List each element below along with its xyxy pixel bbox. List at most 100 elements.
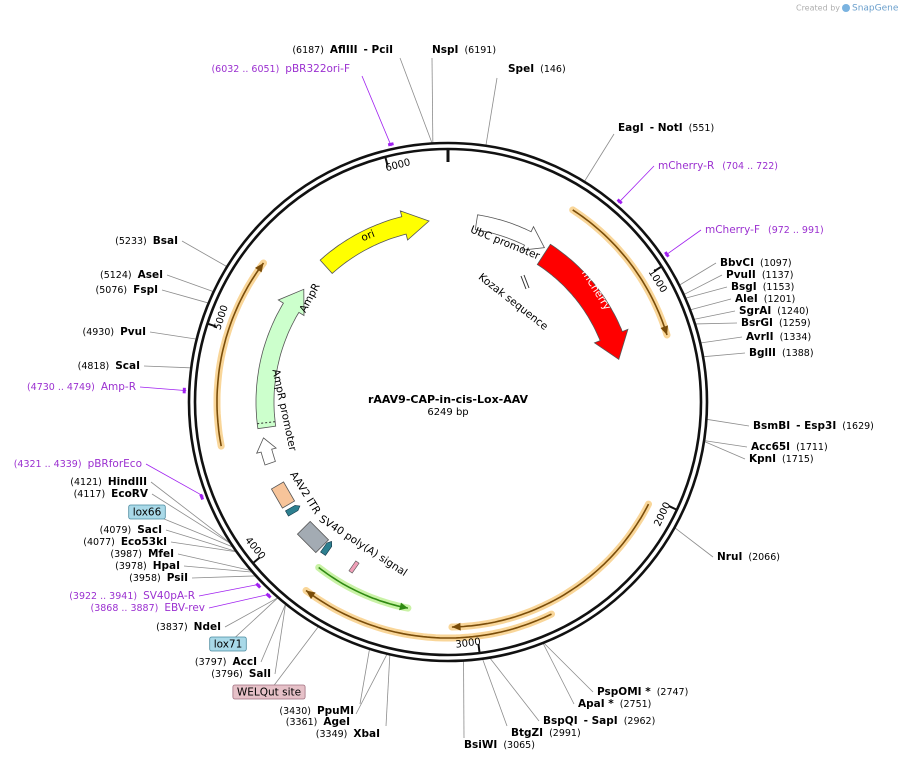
- site-leader: [544, 643, 594, 693]
- orf-line: [572, 209, 668, 336]
- site-label: (5233) BsaI: [115, 235, 178, 247]
- primer-label: (4730 .. 4749) Amp-R: [27, 381, 136, 393]
- enzyme-name: EcoRV: [111, 488, 149, 500]
- site-leader: [191, 575, 255, 579]
- tick-mark: [384, 157, 389, 166]
- site-position: (5233): [115, 236, 147, 247]
- enzyme-name: HindIII: [108, 476, 147, 488]
- enzyme-name: PvuI: [120, 326, 146, 338]
- enzyme-name: BsrGI: [741, 317, 773, 329]
- primer-range: (704 .. 722): [722, 161, 778, 172]
- enzyme-name: PsiI: [167, 572, 188, 584]
- enzyme-name: - Esp3I: [796, 420, 836, 432]
- feature-arrow: [319, 210, 430, 274]
- site-leader: [675, 527, 714, 558]
- feature-box-label: WELQut site: [237, 687, 301, 699]
- tick-mark: [208, 322, 217, 328]
- site-leader: [143, 365, 191, 369]
- site-label: NruI (2066): [717, 551, 780, 563]
- feature-arrow: [256, 437, 277, 466]
- site-label: (3837) NdeI: [156, 621, 221, 633]
- site-position: (4121): [70, 477, 102, 488]
- site-position: (146): [540, 64, 566, 75]
- site-leader: [684, 274, 723, 295]
- enzyme-name: - SapI: [584, 715, 618, 727]
- tick-label: 3000: [455, 637, 482, 651]
- primer-leader: [361, 75, 392, 147]
- primer-name: Amp-R: [101, 381, 136, 393]
- enzyme-name: NruI: [717, 551, 742, 563]
- site-leader: [385, 655, 391, 727]
- site-label: (4077) Eco53kI: [83, 536, 167, 548]
- feature-box: [232, 684, 306, 700]
- site-leader: [694, 310, 736, 320]
- site-label: SgrAI (1240): [739, 305, 809, 317]
- site-label: AvrII (1334): [746, 331, 811, 343]
- enzyme-name: SpeI: [508, 63, 534, 75]
- primer-name: EBV-rev: [164, 602, 205, 614]
- enzyme-name: PvuII: [726, 269, 756, 281]
- orf-head: [255, 263, 264, 273]
- orf-line: [318, 566, 409, 609]
- site-position: (2066): [748, 552, 780, 563]
- site-leader: [161, 289, 208, 304]
- site-leader: [679, 262, 717, 286]
- primer-label: (3922 .. 3941) SV40pA-R: [69, 590, 195, 602]
- feature-arrow: [536, 243, 629, 361]
- primer-range: (3868 .. 3887): [91, 603, 159, 614]
- site-label: BsrGI (1259): [741, 317, 811, 329]
- site-position: (1711): [796, 442, 828, 453]
- site-leader: [170, 541, 236, 552]
- enzyme-name: BsiWI: [464, 739, 497, 751]
- site-leader: [703, 352, 746, 358]
- enzyme-name: - PciI: [364, 44, 393, 56]
- enzyme-name: ApaI *: [578, 698, 614, 710]
- feature-label: ori: [359, 228, 376, 244]
- orf-line: [305, 589, 552, 639]
- enzyme-name: BtgZI: [511, 727, 543, 739]
- site-position: (6187): [292, 45, 324, 56]
- site-leader: [543, 643, 575, 705]
- welqut-mark: [348, 560, 360, 574]
- site-leader: [165, 529, 236, 552]
- enzyme-name: Eco53kI: [121, 536, 167, 548]
- site-leader: [584, 133, 615, 182]
- feature-dash: [257, 421, 276, 425]
- lox-arrow: [320, 541, 333, 556]
- kozak-mark: [520, 274, 530, 290]
- primer-range: (6032 .. 6051): [211, 64, 279, 75]
- enzyme-name: BsgI: [731, 281, 757, 293]
- site-label: BtgZI (2991): [511, 727, 581, 739]
- map-graphics: [139, 57, 750, 739]
- site-leader: [482, 659, 508, 727]
- site-position: (4117): [74, 489, 106, 500]
- primer-leader: [208, 593, 270, 609]
- site-position: (1201): [764, 294, 796, 305]
- site-position: (3797): [195, 657, 227, 668]
- site-position: (2962): [624, 716, 656, 727]
- site-position: (3837): [156, 622, 188, 633]
- enzyme-name: BbvCI: [720, 257, 754, 269]
- primer-label: mCherry-R (704 .. 722): [658, 160, 778, 172]
- site-position: (1334): [780, 332, 812, 343]
- site-leader: [359, 649, 370, 705]
- enzyme-name: NdeI: [194, 621, 221, 633]
- enzyme-name: EagI: [618, 122, 644, 134]
- enzyme-name: SacI: [137, 524, 162, 536]
- site-position: (1259): [779, 318, 811, 329]
- site-label: BsmBI - Esp3I (1629): [753, 420, 874, 432]
- site-leader: [151, 493, 230, 544]
- site-label: KpnI (1715): [749, 453, 814, 465]
- primer-range: (3922 .. 3941): [69, 591, 137, 602]
- primer-mark: [255, 582, 262, 589]
- feature-arrow: [255, 288, 305, 430]
- primer-label: (4321 .. 4339) pBRforEco: [14, 458, 142, 470]
- primer-name: pBRforEco: [88, 458, 142, 470]
- enzyme-name: SgrAI: [739, 305, 771, 317]
- site-position: (1715): [782, 454, 814, 465]
- feature-box-label: lox71: [214, 639, 243, 651]
- site-position: (3958): [129, 573, 161, 584]
- enzyme-name: AgeI: [323, 716, 350, 728]
- site-label: AleI (1201): [735, 293, 795, 305]
- primer-leader: [618, 165, 655, 204]
